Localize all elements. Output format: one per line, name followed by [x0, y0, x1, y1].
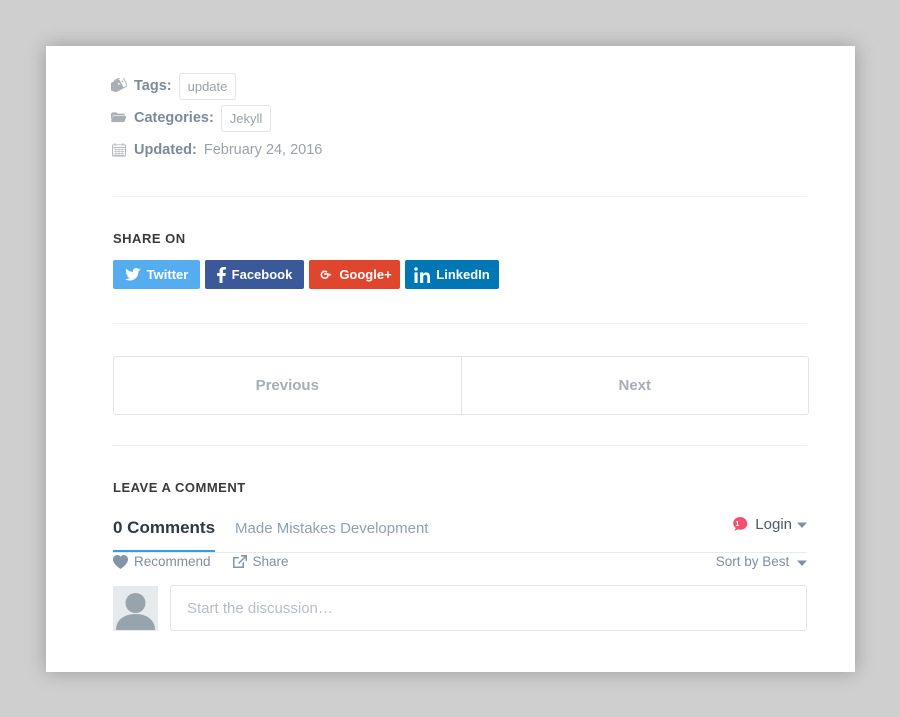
- svg-text:1: 1: [736, 521, 740, 528]
